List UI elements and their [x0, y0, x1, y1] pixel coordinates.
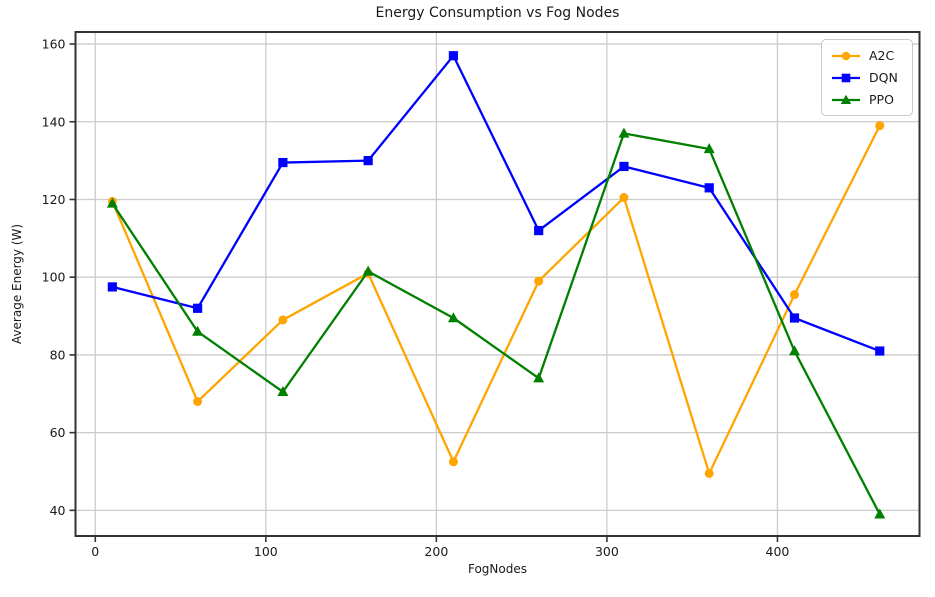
series-a2c-marker: [619, 193, 629, 203]
series-ppo-marker: [618, 127, 630, 138]
series-a2c-marker: [534, 276, 544, 286]
series-dqn-marker: [704, 183, 714, 193]
x-tick-label: 400: [766, 544, 790, 559]
legend-circle-marker-icon: [832, 51, 860, 60]
series-ppo-marker: [874, 508, 886, 519]
legend-label: A2C: [869, 48, 895, 63]
y-tick-label: 100: [42, 270, 66, 285]
series-ppo-marker: [106, 197, 118, 208]
legend-triangle-marker-icon: [832, 94, 860, 104]
y-tick-label: 120: [42, 192, 66, 207]
y-tick-label: 60: [50, 425, 66, 440]
series-a2c-marker: [193, 397, 203, 407]
series-a2c-marker: [789, 290, 799, 300]
y-tick-label: 160: [42, 37, 66, 52]
series-dqn-marker: [619, 161, 629, 172]
x-tick-label: 100: [254, 544, 278, 559]
legend-item-ppo: PPO: [831, 90, 904, 109]
series-dqn-marker: [875, 346, 885, 356]
series-dqn-marker: [448, 51, 459, 61]
legend-item-a2c: A2C: [831, 46, 904, 65]
series-ppo-marker: [447, 312, 459, 323]
y-tick-label: 40: [50, 503, 66, 518]
series-ppo-marker: [362, 265, 374, 276]
series-dqn-marker: [107, 282, 117, 292]
series-dqn-marker: [363, 156, 373, 166]
series-dqn-marker: [278, 157, 288, 168]
series-a2c-marker: [448, 457, 458, 467]
plot-border: [74, 31, 921, 537]
series-a2c-marker: [875, 121, 885, 131]
legend-label: PPO: [869, 92, 894, 107]
series-a2c-line: [111, 125, 881, 475]
series-ppo-line: [111, 132, 881, 515]
legend-item-dqn: DQN: [831, 68, 904, 87]
chart-title: Energy Consumption vs Fog Nodes: [375, 5, 620, 21]
series-ppo-marker: [788, 345, 800, 356]
series-ppo-marker: [192, 325, 204, 336]
series-ppo-marker: [277, 386, 289, 397]
x-tick-label: 0: [91, 544, 99, 559]
x-tick-label: 200: [424, 544, 448, 559]
legend: A2C DQN PPO: [821, 39, 913, 116]
series-dqn-marker: [534, 225, 544, 236]
series-ppo-marker: [533, 372, 545, 383]
series-a2c-marker: [278, 315, 288, 325]
y-tick-label: 140: [42, 114, 66, 129]
legend-label: DQN: [869, 70, 898, 85]
legend-square-marker-icon: [832, 73, 860, 82]
series-dqn-marker: [193, 303, 203, 313]
y-tick-label: 80: [50, 347, 66, 362]
series-ppo-marker: [703, 143, 715, 154]
series-a2c-marker: [704, 468, 714, 478]
x-axis-label: FogNodes: [467, 562, 527, 576]
series-dqn-marker: [789, 313, 800, 323]
x-tick-label: 300: [595, 544, 619, 559]
series-dqn-line: [112, 54, 881, 353]
